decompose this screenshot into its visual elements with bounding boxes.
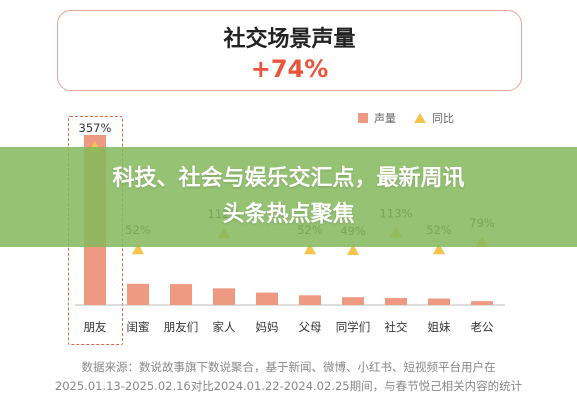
header-box: 社交场景声量 +74% <box>57 10 522 91</box>
yoy-marker-8 <box>433 243 445 255</box>
x-tick-label-8: 姐妹 <box>428 320 451 334</box>
growth-value: +74% <box>250 55 329 83</box>
legend-item-volume: 声量 <box>358 110 396 126</box>
bar-6 <box>342 297 364 305</box>
legend-item-yoy: 同比 <box>414 110 454 126</box>
yoy-marker-6 <box>347 244 359 255</box>
bar-7 <box>385 298 407 305</box>
bar-5 <box>299 295 321 305</box>
legend-label-yoy: 同比 <box>432 112 454 125</box>
legend-label-volume: 声量 <box>374 112 396 125</box>
footer-source: 数据来源：数说故事旗下数说聚合，基于新闻、微博、小红书、短视频平台用户在 202… <box>0 358 577 396</box>
bar-swatch-icon <box>358 113 368 123</box>
x-tick-label-9: 老公 <box>471 320 494 334</box>
x-tick-label-6: 同学们 <box>336 320 371 334</box>
x-tick-label-1: 闺蜜 <box>127 320 150 334</box>
triangle-icon <box>414 113 426 123</box>
x-tick-label-3: 家人 <box>213 320 236 334</box>
chart-title: 社交场景声量 <box>223 27 356 52</box>
x-tick-label-0: 朋友 <box>84 320 107 334</box>
footer-line-2: 2025.01.13-2025.02.16对比2024.01.22-2024.0… <box>54 379 523 393</box>
headline-line-1: 科技、社会与娱乐交汇点，最新周讯 <box>112 166 465 191</box>
x-tick-label-7: 社交 <box>385 320 408 334</box>
bar-3 <box>213 288 235 305</box>
bar-9 <box>471 301 493 305</box>
x-tick-label-4: 妈妈 <box>256 320 279 334</box>
legend: 声量 同比 <box>358 110 472 126</box>
bar-4 <box>256 292 278 305</box>
bar-2 <box>170 284 192 305</box>
bar-1 <box>127 283 149 305</box>
headline-line-2: 头条热点聚焦 <box>222 202 355 227</box>
headline-banner: 科技、社会与娱乐交汇点，最新周讯 头条热点聚焦 <box>0 147 577 247</box>
yoy-marker-1 <box>132 243 144 255</box>
x-tick-label-2: 朋友们 <box>164 320 199 334</box>
bar-8 <box>428 298 450 305</box>
x-tick-label-5: 父母 <box>299 320 322 334</box>
yoy-marker-5 <box>304 243 316 255</box>
yoy-label-0: 357% <box>79 121 112 135</box>
footer-line-1: 数据来源：数说故事旗下数说聚合，基于新闻、微博、小红书、短视频平台用户在 <box>81 360 496 374</box>
